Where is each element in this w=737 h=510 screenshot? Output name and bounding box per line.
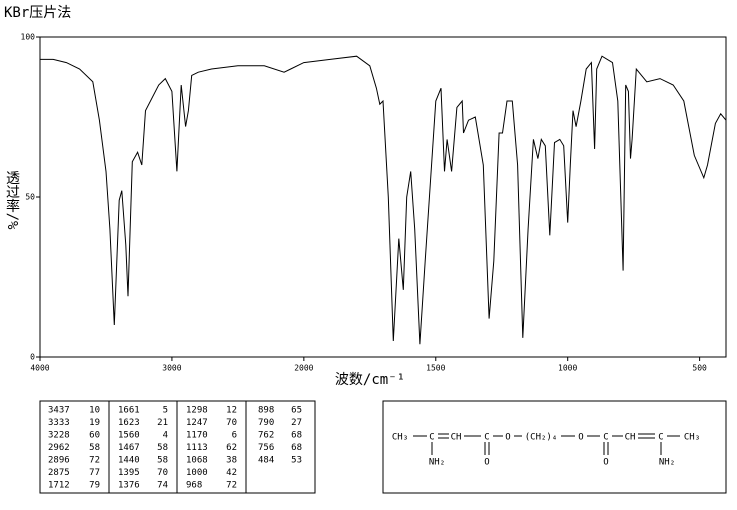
peak-wavenumber: 2962: [48, 443, 70, 453]
peak-wavenumber: 1712: [48, 481, 70, 491]
peak-transmittance: 72: [226, 481, 237, 491]
peak-wavenumber: 1000: [186, 468, 208, 478]
peak-transmittance: 10: [89, 406, 100, 416]
bonds: [413, 433, 680, 455]
x-tick-label: 2000: [294, 364, 313, 373]
peak-transmittance: 12: [226, 406, 237, 416]
x-tick-label: 500: [692, 364, 707, 373]
peak-wavenumber: 1467: [118, 443, 140, 453]
peak-wavenumber: 968: [186, 481, 202, 491]
peak-transmittance: 77: [89, 468, 100, 478]
structure-group: C: [603, 433, 608, 443]
peak-wavenumber: 1298: [186, 406, 208, 416]
peak-transmittance: 70: [157, 468, 168, 478]
peak-wavenumber: 1395: [118, 468, 140, 478]
peak-wavenumber: 3437: [48, 406, 70, 416]
peak-wavenumber: 3228: [48, 431, 70, 441]
y-axis-label: 透过率/%: [4, 171, 20, 230]
peak-wavenumber: 1113: [186, 443, 208, 453]
peak-transmittance: 38: [226, 456, 237, 466]
x-tick-label: 4000: [30, 364, 49, 373]
structure-group: C: [484, 433, 489, 443]
peak-transmittance: 19: [89, 418, 100, 428]
peak-transmittance: 53: [291, 456, 302, 466]
peak-wavenumber: 756: [258, 443, 274, 453]
peak-wavenumber: 484: [258, 456, 274, 466]
structure-group: (CH₂)₄: [525, 433, 558, 443]
structure-frame: [382, 400, 727, 494]
peak-transmittance: 58: [157, 443, 168, 453]
peak-transmittance: 27: [291, 418, 302, 428]
peak-transmittance: 42: [226, 468, 237, 478]
structure-substituent: O: [603, 458, 608, 468]
spectrum-line: [40, 55, 727, 345]
peak-transmittance: 5: [163, 406, 168, 416]
chart-title: KBr压片法: [4, 5, 71, 21]
x-axis-label: 波数/cm⁻¹: [335, 372, 405, 388]
peak-wavenumber: 1376: [118, 481, 140, 491]
peak-wavenumber: 3333: [48, 418, 70, 428]
peak-transmittance: 68: [291, 443, 302, 453]
structure-group: CH₃: [684, 433, 700, 443]
structure-group: CH: [625, 433, 636, 443]
peak-wavenumber: 1068: [186, 456, 208, 466]
peak-transmittance: 58: [157, 456, 168, 466]
y-tick-label: 0: [30, 353, 35, 362]
peak-wavenumber: 1623: [118, 418, 140, 428]
x-tick-label: 1500: [426, 364, 445, 373]
peak-transmittance: 74: [157, 481, 168, 491]
plot-frame: [39, 36, 727, 358]
structure-substituent: O: [484, 458, 489, 468]
structure-group: C: [658, 433, 663, 443]
x-tick-label: 3000: [162, 364, 181, 373]
y-tick-label: 50: [25, 193, 35, 202]
x-tick-label: 1000: [558, 364, 577, 373]
peak-transmittance: 58: [89, 443, 100, 453]
peak-wavenumber: 1247: [186, 418, 208, 428]
structure-group: C: [429, 433, 434, 443]
peak-transmittance: 62: [226, 443, 237, 453]
peak-wavenumber: 1440: [118, 456, 140, 466]
peak-transmittance: 68: [291, 431, 302, 441]
peak-transmittance: 65: [291, 406, 302, 416]
structure-substituent: NH₂: [659, 458, 675, 468]
peak-transmittance: 6: [232, 431, 237, 441]
peak-transmittance: 4: [163, 431, 168, 441]
peak-wavenumber: 762: [258, 431, 274, 441]
peak-wavenumber: 898: [258, 406, 274, 416]
structure-group: CH₃: [392, 433, 408, 443]
structure-group: O: [505, 433, 510, 443]
structure-group: O: [578, 433, 583, 443]
peak-wavenumber: 2875: [48, 468, 70, 478]
peak-wavenumber: 1170: [186, 431, 208, 441]
peak-transmittance: 70: [226, 418, 237, 428]
structure-substituent: NH₂: [429, 458, 445, 468]
peak-wavenumber: 2896: [48, 456, 70, 466]
peak-wavenumber: 1661: [118, 406, 140, 416]
peak-transmittance: 21: [157, 418, 168, 428]
peak-wavenumber: 1560: [118, 431, 140, 441]
structure-group: CH: [451, 433, 462, 443]
peak-wavenumber: 790: [258, 418, 274, 428]
peak-transmittance: 72: [89, 456, 100, 466]
peak-transmittance: 79: [89, 481, 100, 491]
peak-transmittance: 60: [89, 431, 100, 441]
y-tick-label: 100: [21, 33, 36, 42]
